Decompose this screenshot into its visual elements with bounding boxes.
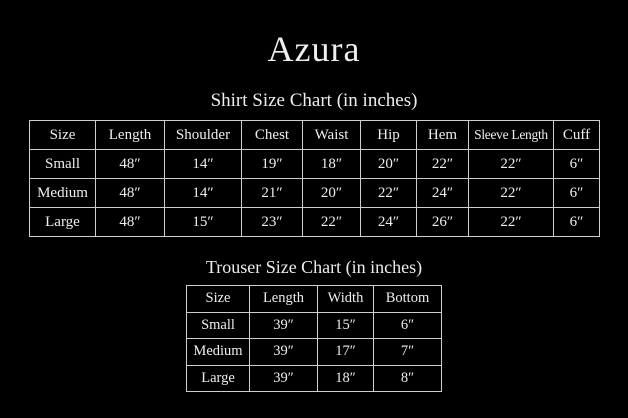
table-cell: 7″ bbox=[373, 338, 442, 366]
table-row: Small 48″ 14″ 19″ 18″ 20″ 22″ 22″ 6″ bbox=[29, 149, 600, 179]
table-cell: 15″ bbox=[164, 207, 242, 237]
table-cell: Large bbox=[29, 207, 96, 237]
table-cell: 48″ bbox=[95, 149, 165, 179]
column-header: Bottom bbox=[373, 285, 442, 313]
table-row: Large 48″ 15″ 23″ 22″ 24″ 26″ 22″ 6″ bbox=[29, 207, 600, 237]
table-row: Medium 48″ 14″ 21″ 20″ 22″ 24″ 22″ 6″ bbox=[29, 178, 600, 208]
table-row: Small 39″ 15″ 6″ bbox=[186, 311, 442, 339]
column-header: Shoulder bbox=[164, 120, 242, 150]
column-header: Chest bbox=[241, 120, 303, 150]
column-header: Hip bbox=[360, 120, 417, 150]
table-cell: 48″ bbox=[95, 178, 165, 208]
table-cell: 17″ bbox=[317, 338, 374, 366]
table-cell: 6″ bbox=[553, 207, 600, 237]
table-cell: Small bbox=[29, 149, 96, 179]
table-row: Medium 39″ 17″ 7″ bbox=[186, 338, 442, 366]
trouser-chart-title: Trouser Size Chart (in inches) bbox=[205, 257, 423, 277]
table-cell: 22″ bbox=[468, 149, 554, 179]
table-cell: 22″ bbox=[468, 207, 554, 237]
column-header: Length bbox=[249, 285, 318, 313]
table-cell: Medium bbox=[29, 178, 96, 208]
table-cell: 22″ bbox=[468, 178, 554, 208]
table-cell: 19″ bbox=[241, 149, 303, 179]
table-row: Large 39″ 18″ 8″ bbox=[186, 364, 442, 392]
table-cell: 18″ bbox=[302, 149, 361, 179]
table-cell: 39″ bbox=[249, 311, 318, 339]
column-header: Size bbox=[29, 120, 96, 150]
table-cell: 14″ bbox=[164, 178, 242, 208]
table-cell: 15″ bbox=[317, 311, 374, 339]
table-cell: 24″ bbox=[416, 178, 469, 208]
table-cell: 26″ bbox=[416, 207, 469, 237]
table-cell: 8″ bbox=[373, 364, 442, 392]
table-cell: 6″ bbox=[373, 311, 442, 339]
column-header: Width bbox=[317, 285, 374, 313]
table-cell: 14″ bbox=[164, 149, 242, 179]
column-header: Sleeve Length bbox=[468, 120, 554, 150]
table-cell: 21″ bbox=[241, 178, 303, 208]
brand-title: Azura bbox=[267, 29, 361, 69]
table-cell: 20″ bbox=[302, 178, 361, 208]
column-header: Size bbox=[186, 285, 250, 313]
table-cell: 23″ bbox=[241, 207, 303, 237]
table-cell: 6″ bbox=[553, 149, 600, 179]
table-cell: Medium bbox=[186, 338, 250, 366]
column-header: Waist bbox=[302, 120, 361, 150]
table-cell: Small bbox=[186, 311, 250, 339]
column-header: Hem bbox=[416, 120, 469, 150]
table-cell: 22″ bbox=[416, 149, 469, 179]
table-cell: 39″ bbox=[249, 364, 318, 392]
header-row: Size Length Width Bottom bbox=[186, 285, 442, 313]
table-cell: Large bbox=[186, 364, 250, 392]
table-cell: 22″ bbox=[360, 178, 417, 208]
header-row: Size Length Shoulder Chest Waist Hip Hem Sleeve… bbox=[29, 120, 600, 150]
table-cell: 18″ bbox=[317, 364, 374, 392]
table-cell: 24″ bbox=[360, 207, 417, 237]
shirt-chart-title: Shirt Size Chart (in inches) bbox=[210, 90, 418, 111]
shirt-size-table: Size Length Shoulder Chest Waist Hip Hem Sleeve… bbox=[29, 120, 600, 237]
column-header: Cuff bbox=[553, 120, 600, 150]
table-cell: 6″ bbox=[553, 178, 600, 208]
table-cell: 20″ bbox=[360, 149, 417, 179]
table-cell: 39″ bbox=[249, 338, 318, 366]
column-header: Length bbox=[95, 120, 165, 150]
trouser-size-table: Size Length Width Bottom Small 39″ 15″ 6″ Medium… bbox=[186, 285, 442, 392]
table-cell: 48″ bbox=[95, 207, 165, 237]
table-cell: 22″ bbox=[302, 207, 361, 237]
